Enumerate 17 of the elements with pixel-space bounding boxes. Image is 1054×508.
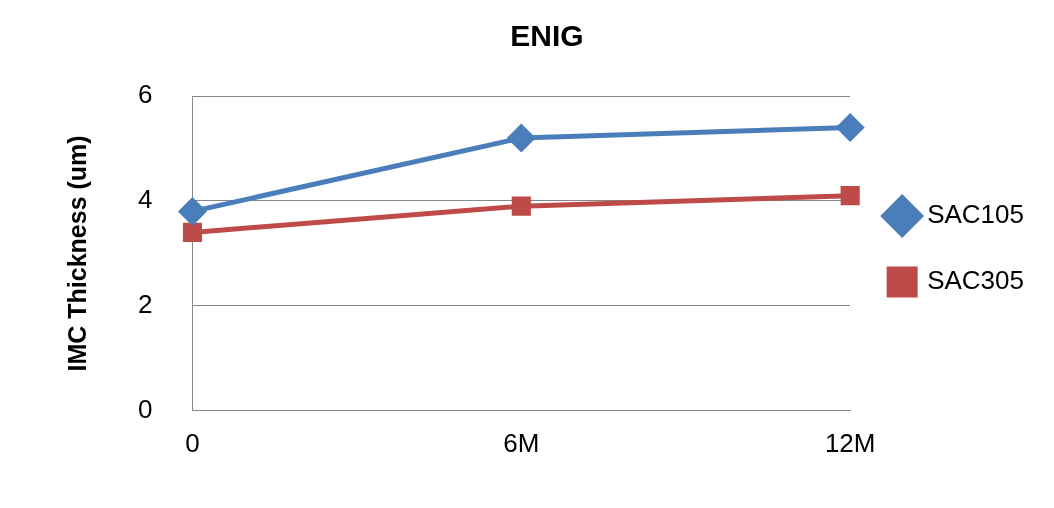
x-tick-label: 0 [185,427,200,458]
y-axis-title: IMC Thickness (um) [62,135,91,372]
legend-label: SAC105 [927,199,1024,230]
chart-title: ENIG [510,19,584,53]
point [178,197,206,225]
point [507,124,535,152]
y-tick-label: 6 [137,79,153,110]
point [836,113,864,141]
point [840,186,860,206]
y-tick-label: 4 [137,184,153,215]
point [182,222,203,242]
y-tick-label: 0 [137,393,153,424]
legend-label: SAC305 [927,265,1024,296]
x-tick-label: 6M [503,427,540,458]
x-tick-label: 12M [824,427,876,458]
y-tick-label: 2 [137,289,153,320]
point [511,196,531,216]
